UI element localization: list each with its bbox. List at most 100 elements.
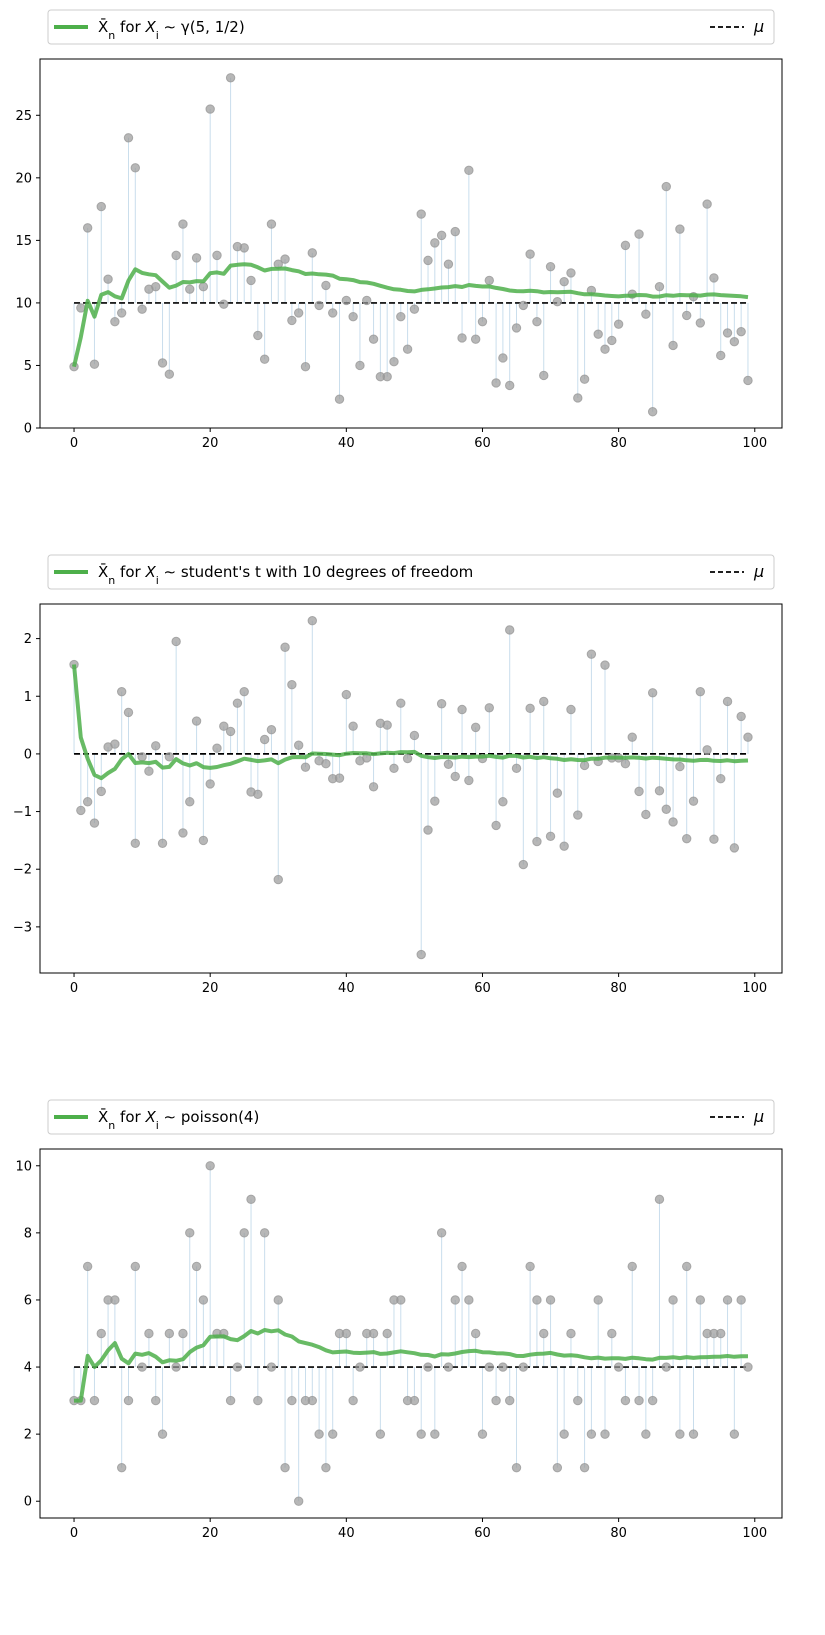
- x-tick-label: 60: [474, 1526, 491, 1541]
- sample-point: [137, 304, 147, 314]
- sample-point: [484, 275, 494, 286]
- sample-point: [259, 354, 270, 364]
- sample-point: [688, 1429, 699, 1439]
- sample-point: [110, 1295, 120, 1305]
- sample-point: [232, 1362, 243, 1372]
- sample-point: [559, 1429, 569, 1439]
- sample-point: [443, 259, 454, 269]
- sample-point: [355, 360, 365, 371]
- sample-point: [328, 308, 338, 318]
- sample-point: [423, 255, 433, 266]
- sample-point: [736, 711, 746, 722]
- x-tick-label: 20: [202, 1526, 219, 1541]
- sample-point: [722, 696, 733, 707]
- sample-point: [464, 1295, 474, 1305]
- sample-point: [491, 378, 501, 388]
- sample-point: [743, 375, 753, 386]
- sample-point: [430, 238, 440, 248]
- sample-point: [178, 1328, 188, 1339]
- x-tick-label: 40: [338, 981, 355, 996]
- sample-point: [423, 1362, 433, 1372]
- sample-point: [743, 1362, 753, 1372]
- sample-point: [368, 1328, 379, 1339]
- y-axis: 0 2 4 6 8 10: [15, 1159, 40, 1510]
- sample-point: [225, 1395, 236, 1406]
- sample-point: [443, 1362, 454, 1372]
- panel-student-t: X̄n for Xi ∼ student's t with 10 degrees…: [0, 545, 825, 1090]
- sample-point: [668, 817, 678, 827]
- sample-point: [620, 1395, 631, 1406]
- sample-point: [191, 716, 202, 726]
- sample-point: [287, 315, 297, 326]
- sample-point: [348, 721, 358, 731]
- sample-point: [239, 1228, 249, 1238]
- sample-point: [389, 763, 399, 774]
- running-mean-line: [72, 262, 749, 368]
- sample-point: [144, 1328, 154, 1339]
- sample-point: [532, 316, 542, 327]
- sample-point: [409, 730, 420, 741]
- sample-point: [205, 104, 215, 114]
- sample-point: [157, 358, 168, 368]
- sample-point: [198, 281, 209, 292]
- legend-frame: [47, 554, 775, 590]
- x-tick-label: 80: [610, 981, 627, 996]
- y-tick-label: 6: [24, 1293, 32, 1308]
- sample-point: [573, 810, 583, 820]
- sample-point: [641, 1429, 651, 1439]
- sample-point: [736, 326, 746, 337]
- x-tick-label: 40: [338, 436, 355, 451]
- y-tick-label: 20: [15, 171, 32, 186]
- sample-point: [293, 740, 304, 750]
- sample-point: [627, 732, 637, 742]
- y-tick-label: 8: [24, 1226, 32, 1241]
- sample-point: [246, 1194, 256, 1205]
- sample-point: [307, 1395, 317, 1406]
- sample-point: [396, 1295, 406, 1305]
- sample-point: [130, 163, 141, 173]
- sample-point: [586, 649, 597, 659]
- x-tick-label: 40: [338, 1526, 355, 1541]
- sample-point: [450, 226, 460, 237]
- sample-point: [409, 304, 420, 314]
- sample-point: [239, 243, 249, 253]
- y-axis: 0 5 10 15 20 25: [15, 109, 40, 437]
- sample-point: [144, 766, 154, 776]
- sample-point: [600, 660, 610, 670]
- sample-point: [702, 745, 712, 755]
- sample-point: [545, 261, 556, 272]
- sample-point: [205, 1161, 215, 1171]
- stems: [73, 620, 749, 955]
- sample-point: [661, 1362, 671, 1372]
- sample-point: [579, 1462, 590, 1473]
- sample-point: [300, 762, 311, 772]
- sample-point: [505, 1395, 515, 1406]
- legend-mu-label: μ: [753, 562, 764, 581]
- sample-point: [518, 859, 529, 870]
- sample-point: [681, 833, 692, 844]
- sample-points: [69, 1161, 753, 1506]
- sample-point: [525, 1261, 535, 1272]
- sample-point: [157, 1429, 168, 1439]
- sample-point: [450, 771, 460, 782]
- y-tick-label: 15: [15, 234, 32, 249]
- sample-point: [470, 1328, 481, 1339]
- sample-point: [116, 1462, 127, 1473]
- chart-poisson: X̄n for Xi ∼ poisson(4) μ 0 20 40 60 80 100 0 2 4 6…: [15, 1099, 783, 1541]
- sample-point: [89, 1395, 100, 1406]
- sample-point: [654, 786, 665, 796]
- sample-point: [266, 1362, 277, 1372]
- sample-point: [457, 704, 467, 715]
- sample-point: [239, 686, 249, 697]
- sample-point: [348, 311, 358, 322]
- sample-point: [164, 369, 175, 379]
- sample-point: [123, 1395, 134, 1406]
- sample-point: [498, 1362, 508, 1372]
- sample-point: [151, 741, 161, 751]
- sample-point: [470, 722, 481, 733]
- sample-point: [212, 250, 222, 261]
- sample-point: [430, 1429, 440, 1439]
- sample-point: [634, 229, 644, 239]
- sample-point: [402, 753, 413, 764]
- sample-point: [525, 703, 535, 714]
